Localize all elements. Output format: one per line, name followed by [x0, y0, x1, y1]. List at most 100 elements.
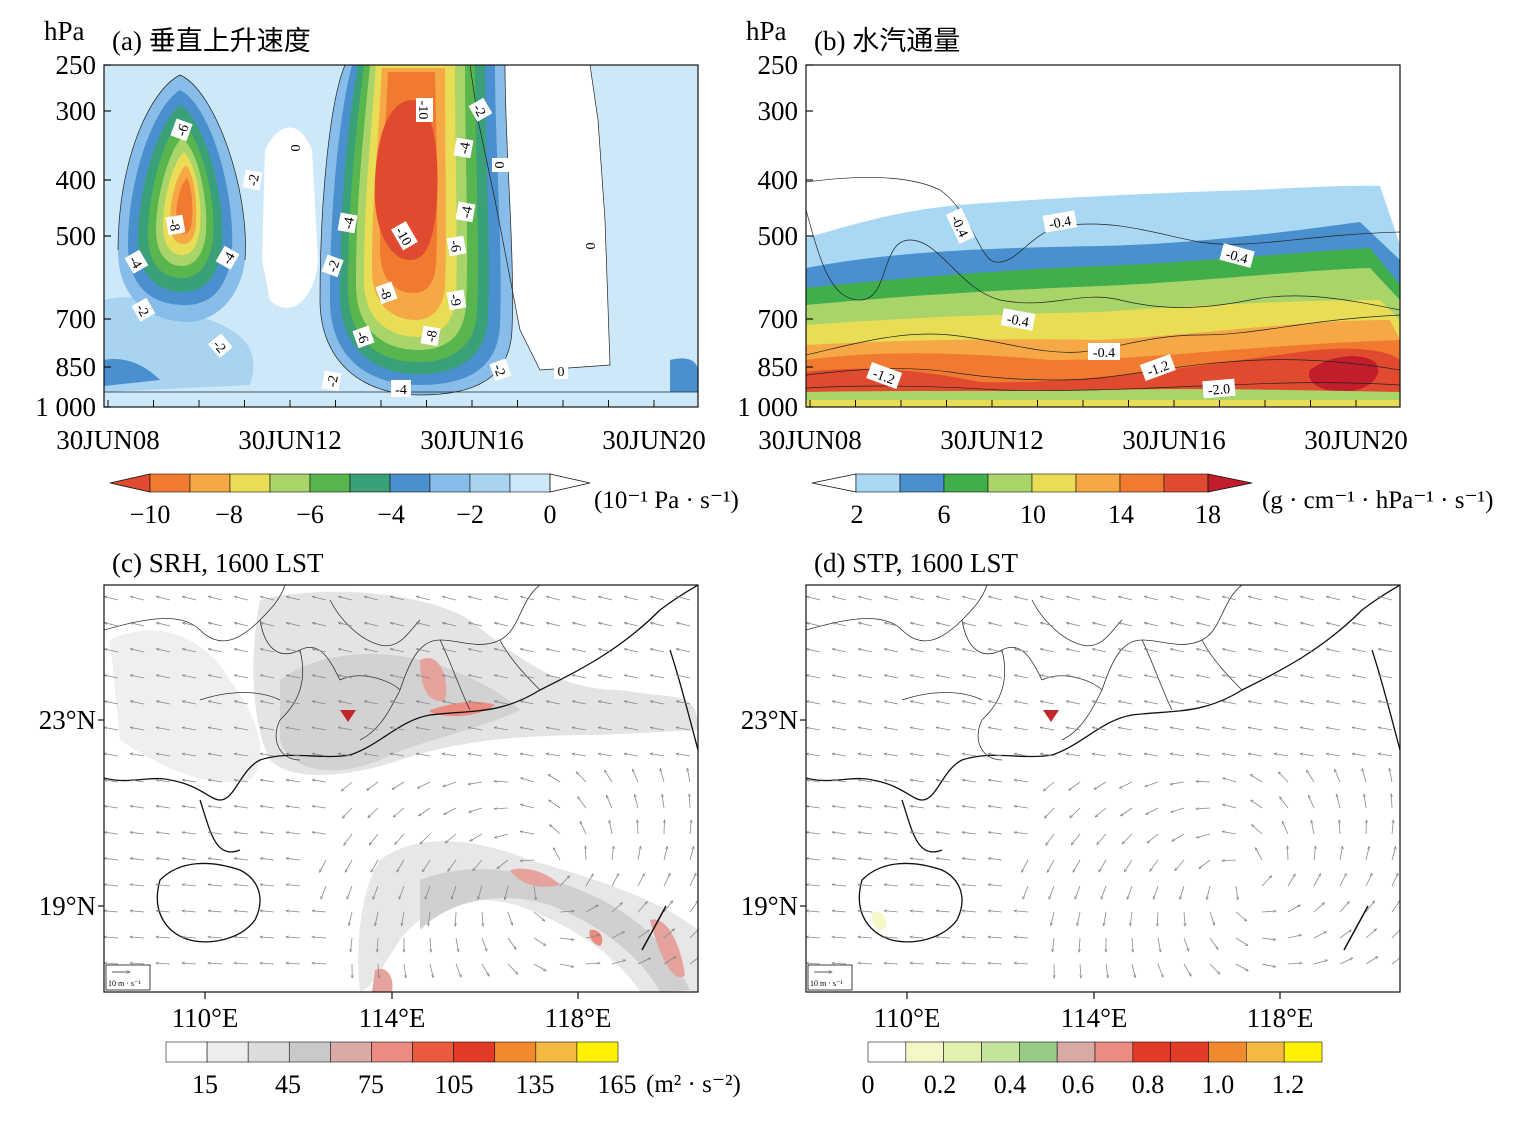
panel-c: (c) SRH, 1600 LST	[39, 548, 701, 1033]
panel-c-map: 10 m · s⁻¹	[104, 585, 701, 992]
x-tick-label: 30JUN12	[940, 425, 1044, 455]
panel-d-map: 10 m · s⁻¹	[806, 585, 1403, 992]
colorbar-swatch	[577, 1042, 618, 1062]
y-tick-label: 500	[758, 221, 799, 251]
colorbar-tick-label: 0.2	[924, 1070, 957, 1099]
colorbar-swatch	[988, 474, 1032, 492]
colorbar-tick-label: −10	[130, 500, 171, 529]
colorbar-tick-label: 15	[192, 1070, 218, 1099]
x-tick-label: 110°E	[172, 1003, 239, 1033]
panel-d: (d) STP, 1600 LST	[741, 548, 1403, 1033]
y-tick-label: 250	[56, 50, 97, 80]
colorbar-swatch	[289, 1042, 330, 1062]
panel-b-colorbar-unit: (g · cm⁻¹ · hPa⁻¹ · s⁻¹)	[1262, 487, 1493, 514]
panel-a-contour-label: -10	[415, 101, 430, 120]
colorbar-tick-label: 105	[435, 1070, 474, 1099]
colorbar-arrow	[812, 474, 856, 492]
colorbar-swatch	[430, 474, 470, 492]
x-tick-label: 118°E	[1247, 1003, 1314, 1033]
y-tick-label: 250	[758, 50, 799, 80]
colorbar-tick-label: −8	[215, 500, 243, 529]
colorbar-swatch	[454, 1042, 495, 1062]
y-tick-label: 850	[758, 352, 799, 382]
x-tick-label: 118°E	[545, 1003, 612, 1033]
x-tick-label: 30JUN12	[238, 425, 342, 455]
panel-a-title: (a) 垂直上升速度	[112, 26, 311, 56]
panel-a-ylabel: hPa	[44, 16, 85, 46]
panel-c-colorbar-unit: (m² · s⁻²)	[646, 1071, 741, 1098]
colorbar-swatch	[1032, 474, 1076, 492]
x-tick-label: 30JUN16	[420, 425, 524, 455]
colorbar-swatch	[390, 474, 430, 492]
panel-a-contour-label: 0	[491, 162, 506, 169]
y-tick-label: 23°N	[741, 705, 798, 735]
y-tick-label: 1 000	[737, 392, 798, 422]
colorbar-swatch	[536, 1042, 577, 1062]
colorbar-tick-label: 0.6	[1062, 1070, 1095, 1099]
colorbar-swatch	[1164, 474, 1208, 492]
colorbar-arrow	[1208, 474, 1252, 492]
colorbar-tick-label: 75	[358, 1070, 384, 1099]
colorbar-swatch	[230, 474, 270, 492]
colorbar-swatch	[310, 474, 350, 492]
y-tick-label: 400	[758, 165, 799, 195]
y-tick-label: 300	[56, 96, 97, 126]
y-tick-label: 23°N	[39, 705, 96, 735]
colorbar-swatch	[270, 474, 310, 492]
x-tick-label: 110°E	[874, 1003, 941, 1033]
colorbar-swatch	[944, 1042, 982, 1062]
colorbar-swatch	[330, 1042, 371, 1062]
colorbar-tick-label: 1.0	[1202, 1070, 1235, 1099]
colorbar-swatch	[944, 474, 988, 492]
y-tick-label: 400	[56, 165, 97, 195]
y-tick-label: 700	[758, 304, 799, 334]
panel-d-title: (d) STP, 1600 LST	[814, 548, 1019, 578]
x-tick-label: 30JUN08	[758, 425, 862, 455]
colorbar-swatch	[1057, 1042, 1095, 1062]
colorbar-tick-label: 0.4	[994, 1070, 1027, 1099]
colorbar-tick-label: 0.8	[1132, 1070, 1165, 1099]
panel-b-ylabel: hPa	[746, 16, 787, 46]
x-tick-label: 30JUN16	[1122, 425, 1226, 455]
panel-a-colorbar-unit: (10⁻¹ Pa · s⁻¹)	[594, 487, 739, 514]
colorbar-tick-label: 45	[275, 1070, 301, 1099]
x-tick-label: 114°E	[1061, 1003, 1128, 1033]
y-tick-label: 1 000	[35, 392, 96, 422]
y-tick-label: 300	[758, 96, 799, 126]
panel-a-contour-label: -4	[395, 383, 407, 398]
colorbar-tick-label: −2	[456, 500, 484, 529]
y-tick-label: 700	[56, 304, 97, 334]
colorbar-swatch	[1095, 1042, 1133, 1062]
panel-a-contour-label: 0	[287, 145, 302, 152]
x-tick-label: 30JUN20	[1304, 425, 1408, 455]
colorbar-swatch	[900, 474, 944, 492]
panel-a-contour-label: 0	[582, 243, 597, 250]
colorbar-tick-label: −4	[377, 500, 405, 529]
panel-b-contour-label: -2.0	[1207, 382, 1230, 399]
colorbar-swatch	[470, 474, 510, 492]
colorbar-tick-label: 135	[516, 1070, 555, 1099]
colorbar-swatch	[150, 474, 190, 492]
colorbar-swatch	[248, 1042, 289, 1062]
colorbar-swatch	[906, 1042, 944, 1062]
x-tick-label: 30JUN08	[56, 425, 160, 455]
colorbar-swatch	[1246, 1042, 1284, 1062]
colorbar-tick-label: 1.2	[1272, 1070, 1305, 1099]
x-tick-label: 30JUN20	[602, 425, 706, 455]
colorbar-swatch	[166, 1042, 207, 1062]
colorbar-tick-label: 2	[851, 500, 864, 529]
panel-c-title: (c) SRH, 1600 LST	[112, 548, 324, 578]
colorbar-swatch	[495, 1042, 536, 1062]
panel-a-contour-label: 0	[558, 365, 565, 380]
colorbar-swatch	[982, 1042, 1020, 1062]
wind-vector	[1366, 820, 1367, 834]
panel-b: hPa (b) 水汽通量 -0.4 -0.4	[737, 16, 1408, 455]
colorbar-swatch	[1284, 1042, 1322, 1062]
colorbar-swatch	[207, 1042, 248, 1062]
x-tick-label: 114°E	[359, 1003, 426, 1033]
